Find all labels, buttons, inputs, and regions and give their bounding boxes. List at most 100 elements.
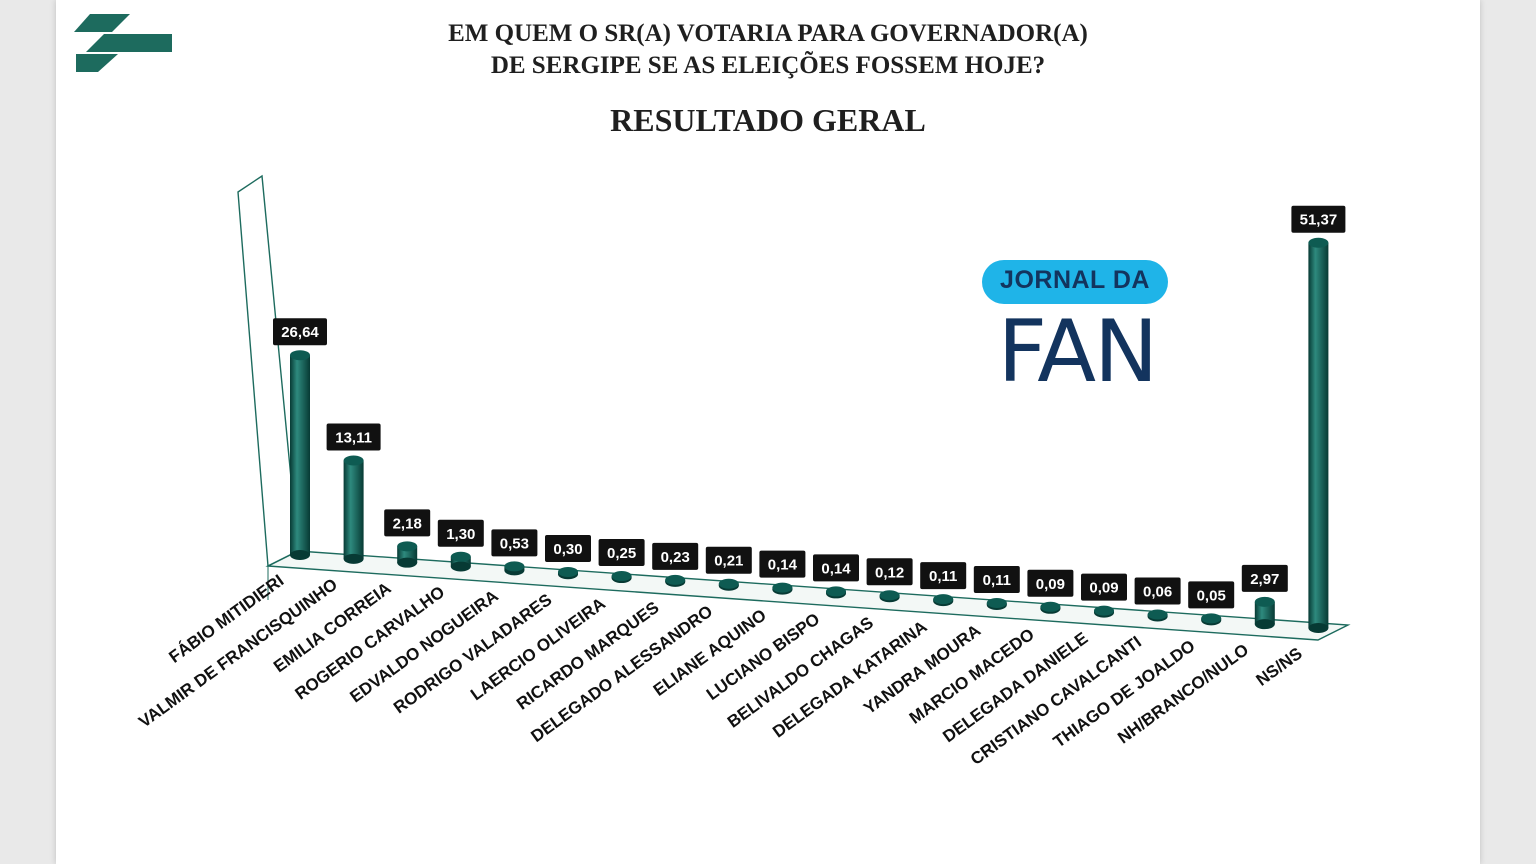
bar-11 (826, 586, 846, 599)
bar-1 (290, 350, 310, 560)
data-label-14: 0,11 (973, 565, 1020, 593)
bar-top-cap (450, 551, 471, 562)
institute-logo (74, 14, 172, 72)
data-label-text: 51,37 (1300, 212, 1338, 229)
bar-top-cap (879, 590, 900, 601)
bar-top-cap (290, 350, 310, 361)
bar-top-cap (1308, 237, 1329, 248)
bar-2 (343, 455, 364, 564)
data-label-11: 0,14 (813, 554, 859, 582)
bar-top-cap (1254, 596, 1275, 607)
data-label-box (1241, 564, 1288, 592)
bar-17 (1147, 609, 1168, 622)
data-label-box (326, 423, 381, 451)
bar-top-cap (343, 455, 364, 466)
bar-top-cap (718, 578, 739, 589)
bar-5 (504, 561, 525, 576)
bar-top-cap (826, 586, 846, 597)
bar-bottom-cap (1308, 623, 1329, 633)
data-label-text: 0,53 (500, 535, 529, 552)
bar-16 (1094, 605, 1114, 618)
chart-title-line-1: EM QUEM O SR(A) VOTARIA PARA GOVERNADOR(… (448, 20, 1088, 47)
chart-subtitle: RESULTADO GERAL (610, 102, 926, 138)
data-label-text: 2,18 (393, 515, 422, 532)
data-label-17: 0,06 (1134, 577, 1181, 605)
data-label-text: 0,21 (714, 553, 743, 570)
data-label-text: 0,14 (821, 560, 851, 577)
data-label-19: 2,97 (1241, 564, 1288, 592)
data-label-7: 0,25 (598, 539, 645, 567)
bar-bottom-cap (397, 557, 418, 568)
data-label-box (437, 519, 484, 547)
chart-title-line-2: DE SERGIPE SE AS ELEIÇÕES FOSSEM HOJE? (490, 52, 1046, 79)
data-label-text: 26,64 (281, 324, 319, 341)
data-label-1: 26,64 (273, 318, 327, 346)
data-label-8: 0,23 (652, 542, 699, 570)
bar-top-cap (1040, 601, 1061, 612)
data-label-text: 0,25 (607, 545, 636, 562)
chart-title: EM QUEM O SR(A) VOTARIA PARA GOVERNADOR(… (0, 18, 1536, 82)
data-label-box (1027, 569, 1074, 597)
data-label-box (1134, 577, 1181, 605)
bar-top-cap (986, 597, 1007, 608)
bar-body (343, 460, 364, 559)
bar-top-cap (665, 574, 686, 585)
data-label-box (598, 539, 645, 567)
bar-10 (772, 582, 793, 595)
bar-top-cap (1147, 609, 1168, 620)
data-label-3: 2,18 (384, 509, 431, 537)
bar-20 (1308, 237, 1329, 633)
bar-body (290, 355, 310, 555)
data-label-5: 0,53 (491, 529, 538, 557)
data-label-10: 0,14 (759, 550, 806, 578)
bar-body (1308, 242, 1329, 628)
bar-7 (611, 571, 632, 584)
data-label-text: 0,06 (1143, 583, 1172, 600)
bar-4 (450, 551, 471, 572)
bar-top-cap (397, 541, 418, 552)
bar-top-cap (558, 566, 578, 577)
data-label-text: 1,30 (446, 526, 475, 543)
bar-12 (879, 590, 900, 603)
bar-top-cap (933, 594, 954, 605)
bar-bottom-cap (343, 553, 364, 564)
data-label-18: 0,05 (1188, 581, 1235, 609)
bar-top-cap (1094, 605, 1114, 616)
bar-bottom-cap (290, 550, 310, 560)
data-label-box (273, 318, 327, 346)
bar-9 (718, 578, 739, 591)
data-label-text: 0,11 (983, 572, 1011, 589)
data-label-box (813, 554, 859, 582)
data-label-box (1291, 205, 1346, 233)
data-label-text: 0,05 (1197, 587, 1226, 604)
data-label-text: 0,14 (768, 557, 798, 574)
data-label-box (384, 509, 431, 537)
data-label-text: 0,09 (1036, 576, 1065, 593)
data-label-text: 0,23 (661, 549, 690, 566)
bar-18 (1201, 613, 1222, 626)
bar-6 (558, 566, 578, 580)
bar-15 (1040, 601, 1061, 614)
data-label-4: 1,30 (437, 519, 484, 547)
data-label-text: 0,11 (929, 568, 957, 585)
bar-top-cap (1201, 613, 1222, 624)
bar-top-cap (772, 582, 793, 593)
data-label-6: 0,30 (545, 534, 591, 562)
bar-bottom-cap (450, 561, 471, 572)
watermark-top-text: JORNAL DA (1000, 266, 1150, 294)
data-label-text: 2,97 (1250, 571, 1279, 588)
data-label-20: 51,37 (1291, 205, 1346, 233)
data-label-box (491, 529, 538, 557)
data-label-9: 0,21 (705, 546, 752, 574)
bar-3 (397, 541, 418, 568)
watermark-main-text: FAN (997, 302, 1159, 402)
data-label-15: 0,09 (1027, 569, 1074, 597)
data-label-box (652, 542, 699, 570)
bar-top-cap (611, 571, 632, 582)
bar-body (1254, 601, 1275, 625)
data-label-text: 13,11 (335, 430, 372, 447)
category-label-20: NS/NS (1253, 644, 1306, 690)
bar-14 (986, 597, 1007, 610)
data-label-box (705, 546, 752, 574)
